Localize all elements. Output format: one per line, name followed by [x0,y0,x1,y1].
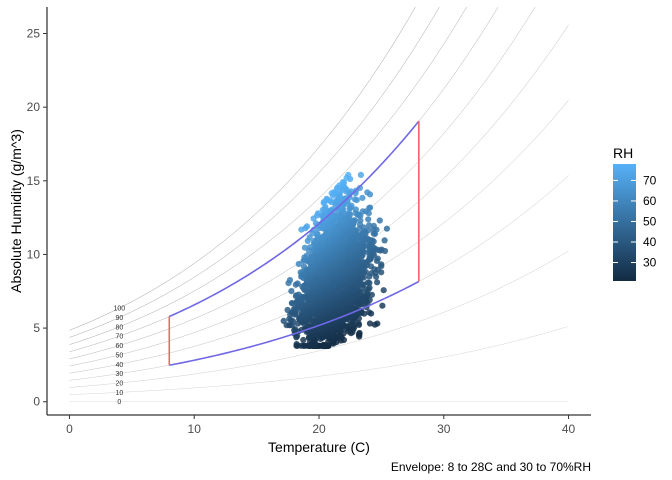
data-point [366,204,373,212]
rh-curve-label-100: 100 [114,306,126,313]
legend-ticks: 30 40 50 60 70 [613,173,657,270]
data-point [356,329,363,337]
chart-caption: Envelope: 8 to 28C and 30 to 70%RH [391,460,591,474]
rh-curve-label-20: 20 [115,381,123,388]
y-axis-ticks: 0 5 10 15 20 25 [27,27,47,409]
x-tick-label: 10 [188,422,202,436]
y-tick-label: 15 [27,174,41,188]
legend-tick-label: 70 [643,173,657,187]
y-tick-label: 5 [33,321,40,335]
data-point [297,269,304,276]
rh-curve-label-10: 10 [115,390,123,397]
data-point [366,222,373,229]
x-axis-title: Temperature (C) [268,439,370,455]
legend-tick-label: 40 [643,235,657,249]
data-point [357,217,364,224]
data-point [374,279,381,286]
y-tick-label: 10 [27,247,41,261]
rh-curve-labels: 0 10 20 30 40 50 60 70 80 90 100 [114,306,126,407]
data-point [300,263,308,270]
rh-curve-label-0: 0 [117,399,121,406]
data-point [380,287,387,294]
data-point [374,320,381,327]
rh-curve-100 [69,7,416,331]
data-point [295,260,302,268]
data-point [370,222,377,229]
scatter-points [280,171,390,349]
rh-curve-label-80: 80 [115,324,123,331]
y-tick-label: 20 [27,100,41,114]
data-point [300,336,307,344]
data-point [359,208,366,215]
data-point [314,230,321,237]
data-point [308,251,316,258]
data-point [378,261,385,268]
data-point [379,302,386,309]
data-point [293,292,300,299]
data-point [294,280,301,287]
data-point [301,244,308,251]
rh-curve-80 [69,7,467,345]
envelope-upper-curve [168,120,420,318]
data-point [365,216,372,223]
rh-curve-label-60: 60 [115,343,123,350]
data-point [355,320,362,327]
rh-curve-label-90: 90 [115,315,123,322]
data-point [303,223,311,230]
data-point [357,171,364,178]
data-point [336,182,343,189]
data-point [364,189,371,196]
y-tick-label: 0 [33,395,40,409]
data-point [352,206,359,213]
x-axis-ticks: 0 10 20 30 40 [66,415,576,436]
rh-legend: RH 30 40 50 60 70 [613,145,657,281]
x-tick-label: 20 [312,422,326,436]
data-point [323,195,330,202]
data-point [288,288,295,295]
rh-curve-label-30: 30 [115,371,123,378]
data-point [366,284,373,291]
data-point [366,320,374,327]
data-point [301,254,308,261]
x-tick-label: 40 [562,422,576,436]
x-tick-label: 30 [437,422,451,436]
legend-title: RH [613,145,633,161]
data-point [376,217,383,224]
y-axis-title: Absolute Humidity (g/m^3) [8,129,24,293]
data-point [286,277,294,284]
x-tick-label: 0 [66,422,73,436]
data-point [284,306,291,314]
data-point [298,226,305,233]
data-point [359,194,366,201]
rh-curve-10 [69,326,569,395]
data-point [315,210,322,217]
rh-curve-label-50: 50 [115,352,123,359]
legend-tick-label: 60 [643,194,657,208]
rh-curve-label-40: 40 [115,362,123,369]
data-point [328,190,335,197]
data-point [381,237,388,244]
data-point [366,309,373,316]
envelope-lower-curve [169,280,420,367]
data-point [293,341,300,348]
legend-colorbar [613,164,636,281]
rh-curve-20 [69,250,569,388]
data-point [383,225,390,232]
legend-tick-label: 50 [643,214,657,228]
rh-curve-90 [69,7,440,338]
rh-curve-label-70: 70 [115,334,123,341]
data-point [288,300,295,307]
legend-tick-label: 30 [643,256,657,270]
comfort-envelope [168,120,420,367]
data-point [345,171,352,178]
data-point [280,317,287,324]
data-point [351,196,359,203]
y-tick-label: 25 [27,27,41,41]
